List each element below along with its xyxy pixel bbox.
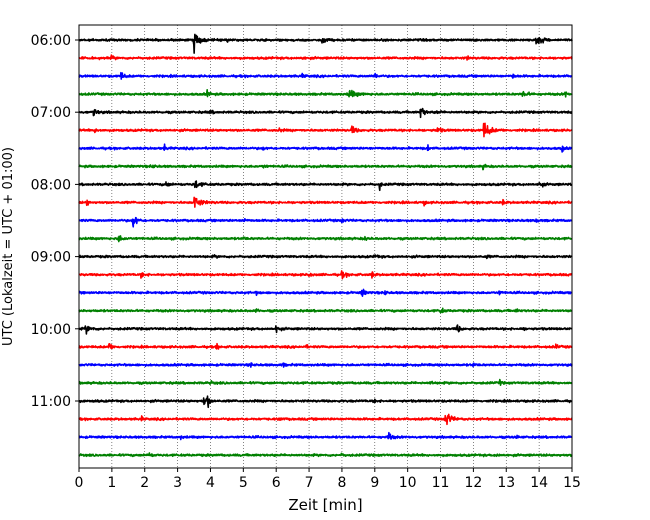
trace-row-0845 (78, 235, 573, 243)
trace-row-0715 (78, 122, 573, 138)
trace-row-0730 (78, 143, 573, 153)
trace-row-1030 (78, 362, 573, 368)
trace-row-0600 (78, 33, 573, 54)
x-tick-label: 13 (497, 475, 515, 491)
y-axis-ticks: 06:00 07:00 08:00 09:00 10:00 11:00 (31, 33, 79, 410)
x-tick-label: 8 (337, 475, 346, 491)
x-axis-ticks: 0 1 2 3 4 5 6 7 8 9 10 11 12 13 14 15 (75, 468, 581, 491)
trace-row-0745 (78, 163, 573, 171)
y-tick-label: 11:00 (31, 394, 71, 410)
y-axis-label: UTC (Lokalzeit = UTC + 01:00) (1, 147, 16, 346)
x-tick-label: 4 (206, 475, 215, 491)
trace-row-0915 (78, 270, 573, 280)
x-tick-label: 7 (305, 475, 314, 491)
x-tick-label: 3 (173, 475, 182, 491)
trace-row-1130 (78, 431, 573, 441)
x-tick-label: 12 (464, 475, 482, 491)
trace-row-1145 (78, 452, 573, 458)
x-tick-label: 5 (239, 475, 248, 491)
x-tick-label: 2 (140, 475, 149, 491)
trace-row-0630 (78, 71, 573, 80)
x-tick-label: 0 (75, 475, 84, 491)
trace-row-1100 (78, 395, 573, 409)
x-tick-label: 9 (370, 475, 379, 491)
trace-row-1045 (78, 378, 573, 387)
trace-row-0900 (78, 254, 573, 260)
y-tick-label: 06:00 (31, 33, 71, 49)
trace-row-1015 (78, 342, 573, 350)
y-tick-label: 09:00 (31, 250, 71, 266)
x-tick-label: 14 (530, 475, 548, 491)
y-tick-label: 10:00 (31, 322, 71, 338)
trace-row-0800 (78, 180, 573, 192)
trace-row-0815 (78, 196, 573, 208)
trace-row-0830 (78, 216, 573, 228)
trace-row-0930 (78, 288, 573, 297)
x-tick-label: 6 (272, 475, 281, 491)
x-tick-label: 11 (432, 475, 450, 491)
x-tick-label: 1 (107, 475, 116, 491)
x-axis-label: Zeit [min] (288, 496, 362, 514)
seismogram-traces (78, 33, 573, 458)
trace-row-0645 (78, 89, 573, 98)
trace-row-0615 (78, 54, 573, 61)
trace-row-1000 (78, 324, 573, 335)
x-tick-label: 10 (399, 475, 417, 491)
trace-row-1115 (78, 413, 573, 426)
trace-row-0945 (78, 307, 573, 314)
y-tick-label: 07:00 (31, 105, 71, 121)
y-tick-label: 08:00 (31, 177, 71, 193)
plot-frame (78, 24, 573, 469)
trace-row-0700 (78, 107, 573, 119)
vertical-grid (111, 25, 540, 468)
x-tick-label: 15 (563, 475, 581, 491)
